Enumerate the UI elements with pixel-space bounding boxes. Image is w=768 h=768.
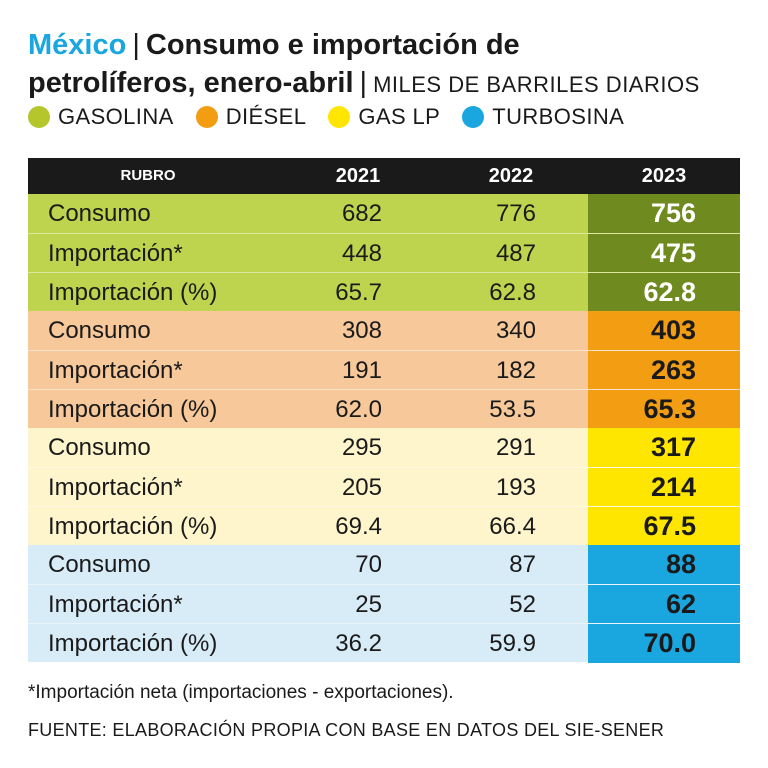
title-country: México xyxy=(28,29,127,61)
cell-2022: 291 xyxy=(495,434,536,461)
cell-2023: 70.0 xyxy=(588,624,740,663)
row-label: Importación* xyxy=(48,474,183,501)
row-label: Importación* xyxy=(48,240,183,267)
title-separator: | xyxy=(132,29,140,61)
legend-dot-gaslp-icon xyxy=(328,106,351,128)
header-2021: 2021 xyxy=(335,165,381,187)
title-line-2: petrolíferos, enero-abril | MILES DE BARRI… xyxy=(28,64,748,104)
cell-2023: 475 xyxy=(588,234,740,273)
title-line-1: México | Consumo e importación de xyxy=(28,26,748,64)
footnote: *Importación neta (importaciones - expor… xyxy=(28,682,454,703)
cell-2022: 340 xyxy=(495,317,536,344)
legend-item-gaslp: GAS LP xyxy=(328,104,440,130)
cell-2022: 487 xyxy=(495,240,536,267)
table-row: Consumo 295 291 317 xyxy=(28,428,740,467)
cell-2021: 36.2 xyxy=(335,630,382,657)
table-row: Consumo 308 340 403 xyxy=(28,311,740,350)
cell-2023: 67.5 xyxy=(588,507,740,546)
table-row: Importación (%) 69.4 66.4 67.5 xyxy=(28,506,740,546)
cell-2022: 62.8 xyxy=(489,279,536,306)
cell-2022: 776 xyxy=(495,200,536,227)
legend-dot-gasolina-icon xyxy=(28,106,50,128)
legend-dot-diesel-icon xyxy=(195,106,218,128)
row-label: Consumo xyxy=(48,200,151,227)
cell-2022: 87 xyxy=(509,551,536,578)
legend-label-turbosina: TURBOSINA xyxy=(492,104,625,129)
header-2023: 2023 xyxy=(641,165,687,187)
cell-2021: 205 xyxy=(341,474,382,501)
cell-2021: 308 xyxy=(341,317,382,344)
cell-2022: 182 xyxy=(495,357,536,384)
cell-2022: 53.5 xyxy=(489,396,536,423)
table-row: Importación (%) 62.0 53.5 65.3 xyxy=(28,389,740,429)
table-header: RUBRO 2021 2022 2023 xyxy=(28,158,740,194)
title-main-line2: petrolíferos, enero-abril xyxy=(28,67,354,99)
cell-2021: 448 xyxy=(341,240,382,267)
table-row: Importación (%) 36.2 59.9 70.0 xyxy=(28,623,740,663)
cell-2021: 25 xyxy=(355,591,382,618)
cell-2022: 59.9 xyxy=(489,630,536,657)
data-table: RUBRO 2021 2022 2023 Consumo 682 776 756 Imp… xyxy=(28,158,740,663)
header-rubro: RUBRO xyxy=(120,167,176,184)
title-main-line1: Consumo e importación de xyxy=(145,29,520,61)
cell-2023: 65.3 xyxy=(588,390,740,429)
cell-2021: 682 xyxy=(341,200,382,227)
legend-label-diesel: DIÉSEL xyxy=(225,104,307,129)
table-row: Importación (%) 65.7 62.8 62.8 xyxy=(28,272,740,312)
cell-2021: 69.4 xyxy=(335,513,382,540)
chart-title: México | Consumo e importación de petrolíf… xyxy=(28,26,748,104)
legend-label-gaslp: GAS LP xyxy=(358,104,441,129)
table-row: Importación* 205 193 214 xyxy=(28,467,740,507)
source-note: FUENTE: ELABORACIÓN PROPIA CON BASE EN D… xyxy=(28,720,665,740)
cell-2023: 62 xyxy=(588,585,740,624)
row-label: Importación (%) xyxy=(48,630,218,657)
cell-2021: 191 xyxy=(341,357,382,384)
legend-label-gasolina: GASOLINA xyxy=(58,104,174,129)
cell-2023: 756 xyxy=(588,194,740,233)
table-body: Consumo 682 776 756 Importación* 448 487 475 Imp… xyxy=(28,194,740,663)
cell-2021: 70 xyxy=(355,551,382,578)
row-label: Consumo xyxy=(48,317,151,344)
cell-2023: 62.8 xyxy=(588,273,740,312)
table-row: Importación* 25 52 62 xyxy=(28,584,740,624)
row-label: Importación* xyxy=(48,591,183,618)
cell-2021: 62.0 xyxy=(335,396,382,423)
title-units: MILES DE BARRILES DIARIOS xyxy=(373,72,700,97)
cell-2023: 88 xyxy=(588,545,740,584)
legend: GASOLINA DIÉSEL GAS LP TURBOSINA xyxy=(28,104,624,130)
cell-2023: 214 xyxy=(588,468,740,507)
legend-dot-turbosina-icon xyxy=(462,106,485,128)
row-label: Importación (%) xyxy=(48,513,218,540)
cell-2023: 317 xyxy=(588,428,740,467)
row-label: Importación (%) xyxy=(48,279,218,306)
cell-2022: 193 xyxy=(495,474,536,501)
row-label: Importación* xyxy=(48,357,183,384)
cell-2021: 295 xyxy=(341,434,382,461)
legend-item-gasolina: GASOLINA xyxy=(28,104,174,130)
table-row: Consumo 70 87 88 xyxy=(28,545,740,584)
legend-item-turbosina: TURBOSINA xyxy=(462,104,624,130)
legend-item-diesel: DIÉSEL xyxy=(195,104,307,130)
row-label: Consumo xyxy=(48,551,151,578)
header-2022: 2022 xyxy=(488,165,534,187)
row-label: Consumo xyxy=(48,434,151,461)
table-row: Consumo 682 776 756 xyxy=(28,194,740,233)
cell-2023: 403 xyxy=(588,311,740,350)
cell-2022: 66.4 xyxy=(489,513,536,540)
title-separator: | xyxy=(359,67,368,99)
row-label: Importación (%) xyxy=(48,396,218,423)
table-row: Importación* 448 487 475 xyxy=(28,233,740,273)
cell-2023: 263 xyxy=(588,351,740,390)
cell-2022: 52 xyxy=(509,591,536,618)
table-row: Importación* 191 182 263 xyxy=(28,350,740,390)
cell-2021: 65.7 xyxy=(335,279,382,306)
